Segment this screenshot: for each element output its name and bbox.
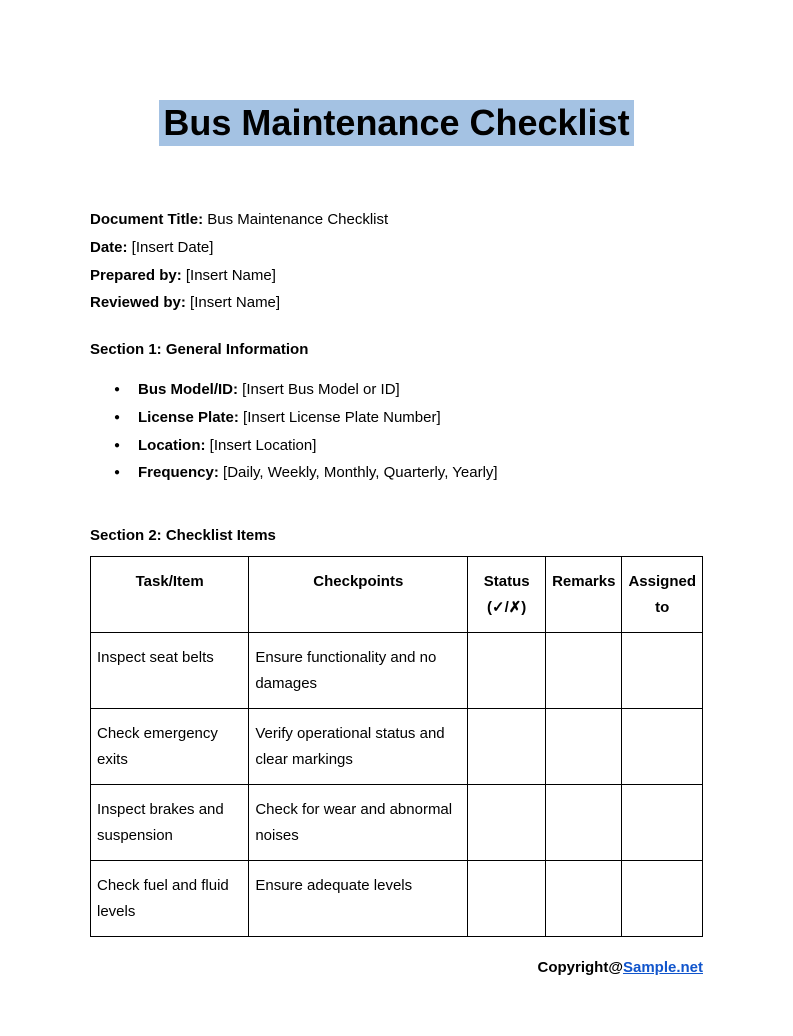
meta-reviewed: Reviewed by: [Insert Name] bbox=[90, 289, 703, 317]
footer-link[interactable]: Sample.net bbox=[623, 959, 703, 976]
list-item: Bus Model/ID: [Insert Bus Model or ID] bbox=[138, 376, 703, 404]
cell-assigned bbox=[622, 785, 703, 861]
table-row: Check fuel and fluid levels Ensure adequ… bbox=[91, 861, 703, 937]
cell-assigned bbox=[622, 709, 703, 785]
cell-status bbox=[468, 633, 546, 709]
title-container: Bus Maintenance Checklist bbox=[90, 100, 703, 146]
col-header-checkpoints: Checkpoints bbox=[249, 557, 468, 633]
item-value: [Insert Bus Model or ID] bbox=[238, 381, 400, 398]
col-header-remarks: Remarks bbox=[546, 557, 622, 633]
table-header-row: Task/Item Checkpoints Status (✓/✗) Remar… bbox=[91, 557, 703, 633]
cell-remarks bbox=[546, 709, 622, 785]
cell-assigned bbox=[622, 633, 703, 709]
cell-checkpoints: Check for wear and abnormal noises bbox=[249, 785, 468, 861]
section1-header: Section 1: General Information bbox=[90, 341, 703, 358]
item-label: Bus Model/ID: bbox=[138, 381, 238, 398]
doc-title-value: Bus Maintenance Checklist bbox=[203, 211, 388, 228]
col-header-assigned: Assigned to bbox=[622, 557, 703, 633]
cell-checkpoints: Ensure adequate levels bbox=[249, 861, 468, 937]
meta-doc-title: Document Title: Bus Maintenance Checklis… bbox=[90, 206, 703, 234]
footer: Copyright@Sample.net bbox=[538, 959, 703, 976]
cell-remarks bbox=[546, 785, 622, 861]
table-row: Check emergency exits Verify operational… bbox=[91, 709, 703, 785]
item-label: License Plate: bbox=[138, 409, 239, 426]
section2-header: Section 2: Checklist Items bbox=[90, 527, 703, 544]
list-item: Location: [Insert Location] bbox=[138, 432, 703, 460]
item-value: [Insert License Plate Number] bbox=[239, 409, 441, 426]
doc-title-label: Document Title: bbox=[90, 211, 203, 228]
cell-remarks bbox=[546, 633, 622, 709]
table-row: Inspect seat belts Ensure functionality … bbox=[91, 633, 703, 709]
list-item: License Plate: [Insert License Plate Num… bbox=[138, 404, 703, 432]
date-label: Date: bbox=[90, 239, 128, 256]
prepared-value: [Insert Name] bbox=[182, 267, 276, 284]
item-value: [Insert Location] bbox=[206, 437, 317, 454]
table-row: Inspect brakes and suspension Check for … bbox=[91, 785, 703, 861]
col-header-task: Task/Item bbox=[91, 557, 249, 633]
date-value: [Insert Date] bbox=[128, 239, 214, 256]
cell-checkpoints: Verify operational status and clear mark… bbox=[249, 709, 468, 785]
checklist-table: Task/Item Checkpoints Status (✓/✗) Remar… bbox=[90, 556, 703, 937]
cell-task: Check emergency exits bbox=[91, 709, 249, 785]
footer-prefix: Copyright@ bbox=[538, 959, 623, 976]
cell-task: Check fuel and fluid levels bbox=[91, 861, 249, 937]
cell-status bbox=[468, 709, 546, 785]
meta-prepared: Prepared by: [Insert Name] bbox=[90, 262, 703, 290]
info-list: Bus Model/ID: [Insert Bus Model or ID] L… bbox=[90, 376, 703, 487]
cell-status bbox=[468, 785, 546, 861]
prepared-label: Prepared by: bbox=[90, 267, 182, 284]
col-header-status: Status (✓/✗) bbox=[468, 557, 546, 633]
reviewed-label: Reviewed by: bbox=[90, 294, 186, 311]
cell-assigned bbox=[622, 861, 703, 937]
item-label: Location: bbox=[138, 437, 206, 454]
reviewed-value: [Insert Name] bbox=[186, 294, 280, 311]
list-item: Frequency: [Daily, Weekly, Monthly, Quar… bbox=[138, 459, 703, 487]
item-value: [Daily, Weekly, Monthly, Quarterly, Year… bbox=[219, 464, 498, 481]
meta-section: Document Title: Bus Maintenance Checklis… bbox=[90, 206, 703, 317]
cell-task: Inspect seat belts bbox=[91, 633, 249, 709]
item-label: Frequency: bbox=[138, 464, 219, 481]
cell-task: Inspect brakes and suspension bbox=[91, 785, 249, 861]
cell-remarks bbox=[546, 861, 622, 937]
cell-status bbox=[468, 861, 546, 937]
meta-date: Date: [Insert Date] bbox=[90, 234, 703, 262]
page-title: Bus Maintenance Checklist bbox=[159, 100, 633, 146]
cell-checkpoints: Ensure functionality and no damages bbox=[249, 633, 468, 709]
